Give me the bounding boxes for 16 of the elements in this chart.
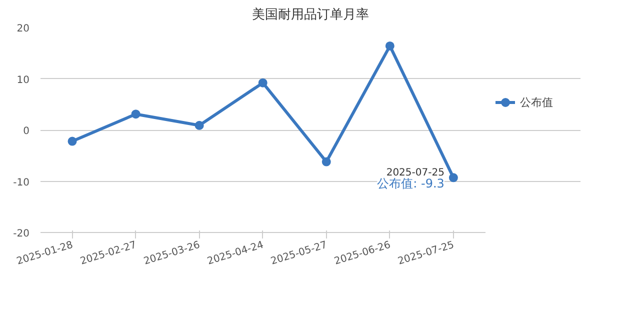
y-tick-label: 20 (16, 24, 30, 34)
annotation: 2025-07-25 (386, 168, 444, 179)
point (194, 120, 204, 130)
point (131, 110, 140, 119)
point (258, 78, 268, 88)
y-tick-label: 10 (16, 74, 30, 86)
point (322, 157, 331, 166)
y-tick-label: -10 (13, 177, 30, 188)
point (68, 136, 77, 146)
y-tick-label: -20 (13, 228, 30, 240)
chart-title: 美国耐用品订单月率 (252, 6, 369, 22)
annotation: 公布值: -9.3 (377, 176, 444, 191)
point (385, 41, 394, 50)
legend-label: 公布值 (520, 94, 553, 110)
y-tick-label: 0 (23, 126, 30, 137)
point (448, 173, 458, 182)
